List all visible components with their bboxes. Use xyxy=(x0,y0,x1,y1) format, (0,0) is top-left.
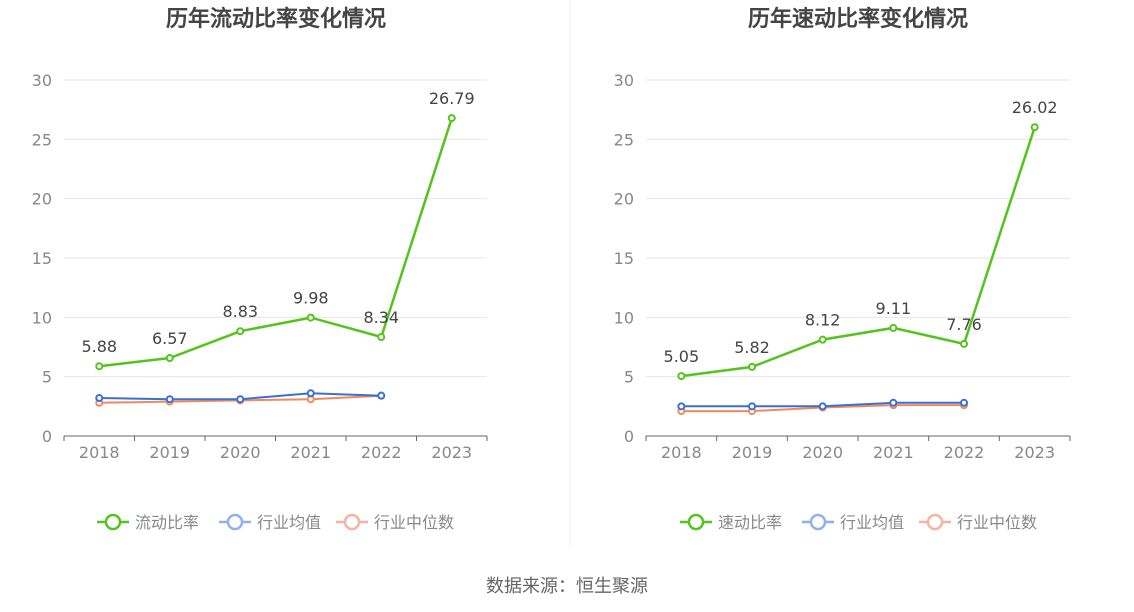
chart2-industry-avg-point xyxy=(818,402,827,411)
chart1-x-tick-label: 2021 xyxy=(290,443,331,462)
chart2-y-tick-label: 20 xyxy=(614,190,634,209)
chart2-x-tick-label: 2023 xyxy=(1014,443,1055,462)
chart1-y-tick-label: 20 xyxy=(32,190,52,209)
chart2-x-tick-label: 2019 xyxy=(732,443,773,462)
chart2-legend-label: 行业中位数 xyxy=(957,513,1037,532)
chart2-legend-swatch-marker[interactable] xyxy=(809,513,827,531)
chart2-industry-avg-point xyxy=(748,402,756,411)
chart1-data-label: 26.79 xyxy=(429,89,475,108)
chart2-legend-label: 速动比率 xyxy=(718,513,782,532)
chart1-legend-swatch-marker[interactable] xyxy=(104,513,122,531)
chart2-y-tick-label: 30 xyxy=(614,71,634,90)
chart1-y-tick-label: 30 xyxy=(32,71,52,90)
data-source-footer: 数据来源：恒生聚源 xyxy=(486,576,648,597)
chart2-data-label: 5.82 xyxy=(734,338,770,357)
chart2-y-tick-label: 0 xyxy=(624,427,634,446)
chart1-legend-label: 行业中位数 xyxy=(374,513,454,532)
chart1-legend-label: 流动比率 xyxy=(135,513,199,532)
chart2-x-tick-label: 2021 xyxy=(873,443,914,462)
chart1-y-tick-label: 5 xyxy=(42,368,52,387)
chart1-main-point xyxy=(377,333,386,342)
chart1-y-tick-label: 10 xyxy=(32,308,52,327)
chart2-data-label: 8.12 xyxy=(805,311,841,330)
chart1-main-line xyxy=(99,117,453,368)
chart2-data-label: 26.02 xyxy=(1012,98,1058,117)
chart2-legend-swatch-marker[interactable] xyxy=(687,513,705,531)
chart2-legend-swatch-marker[interactable] xyxy=(926,513,944,531)
chart1-data-label: 9.98 xyxy=(293,289,329,308)
chart2-main-point xyxy=(818,335,827,344)
chart1-x-tick-label: 2022 xyxy=(361,443,402,462)
chart2-y-tick-label: 5 xyxy=(624,368,634,387)
chart2-industry-avg-point xyxy=(677,402,686,411)
chart1-data-label: 6.57 xyxy=(152,329,188,348)
chart2-data-label: 9.11 xyxy=(876,299,912,318)
chart1-x-tick-label: 2020 xyxy=(220,443,261,462)
chart1-industry-avg-point xyxy=(377,391,386,400)
chart1-industry-avg-point xyxy=(236,395,245,404)
chart1-main-point xyxy=(306,313,315,322)
chart1-legend-swatch-marker[interactable] xyxy=(343,513,361,531)
chart2-main-line xyxy=(681,126,1036,378)
chart2-data-label: 7.76 xyxy=(946,315,982,334)
chart1-y-tick-label: 25 xyxy=(32,130,52,149)
chart2-y-tick-label: 10 xyxy=(614,308,634,327)
chart2-main-point xyxy=(889,323,898,332)
chart1-main-point xyxy=(165,354,174,363)
chart2-data-label: 5.05 xyxy=(664,347,700,366)
chart1-x-tick-label: 2019 xyxy=(149,443,190,462)
chart1-data-label: 8.34 xyxy=(363,308,399,327)
chart2-x-tick-label: 2020 xyxy=(802,443,843,462)
chart2-main-point xyxy=(748,362,756,371)
chart1-y-tick-label: 15 xyxy=(32,249,52,268)
chart1-legend-label: 行业均值 xyxy=(257,513,321,532)
chart1-x-tick-label: 2018 xyxy=(79,443,120,462)
chart1-y-tick-label: 0 xyxy=(42,427,52,446)
chart1-main-point xyxy=(95,362,104,371)
chart1-industry-avg-point xyxy=(165,395,174,404)
chart2-y-tick-label: 25 xyxy=(614,130,634,149)
chart2-main-point xyxy=(960,339,968,348)
chart2-x-tick-label: 2018 xyxy=(661,443,702,462)
chart1-industry-avg-point xyxy=(306,389,315,398)
chart2-main-point xyxy=(1030,123,1039,132)
chart2-main-point xyxy=(677,372,686,381)
chart1-main-point xyxy=(447,114,456,123)
chart1-title: 历年流动比率变化情况 xyxy=(166,6,386,32)
chart2-title: 历年速动比率变化情况 xyxy=(748,6,968,32)
chart1-x-tick-label: 2023 xyxy=(431,443,472,462)
chart2-industry-avg-point xyxy=(889,398,898,407)
chart2-x-tick-label: 2022 xyxy=(944,443,985,462)
chart1-data-label: 8.83 xyxy=(222,302,258,321)
chart1-industry-avg-point xyxy=(95,394,104,403)
chart2-legend-label: 行业均值 xyxy=(840,513,904,532)
chart1-main-point xyxy=(236,327,245,336)
chart1-data-label: 5.88 xyxy=(81,337,117,356)
chart2-y-tick-label: 15 xyxy=(614,249,634,268)
chart2-industry-avg-point xyxy=(960,398,968,407)
chart1-legend-swatch-marker[interactable] xyxy=(226,513,244,531)
